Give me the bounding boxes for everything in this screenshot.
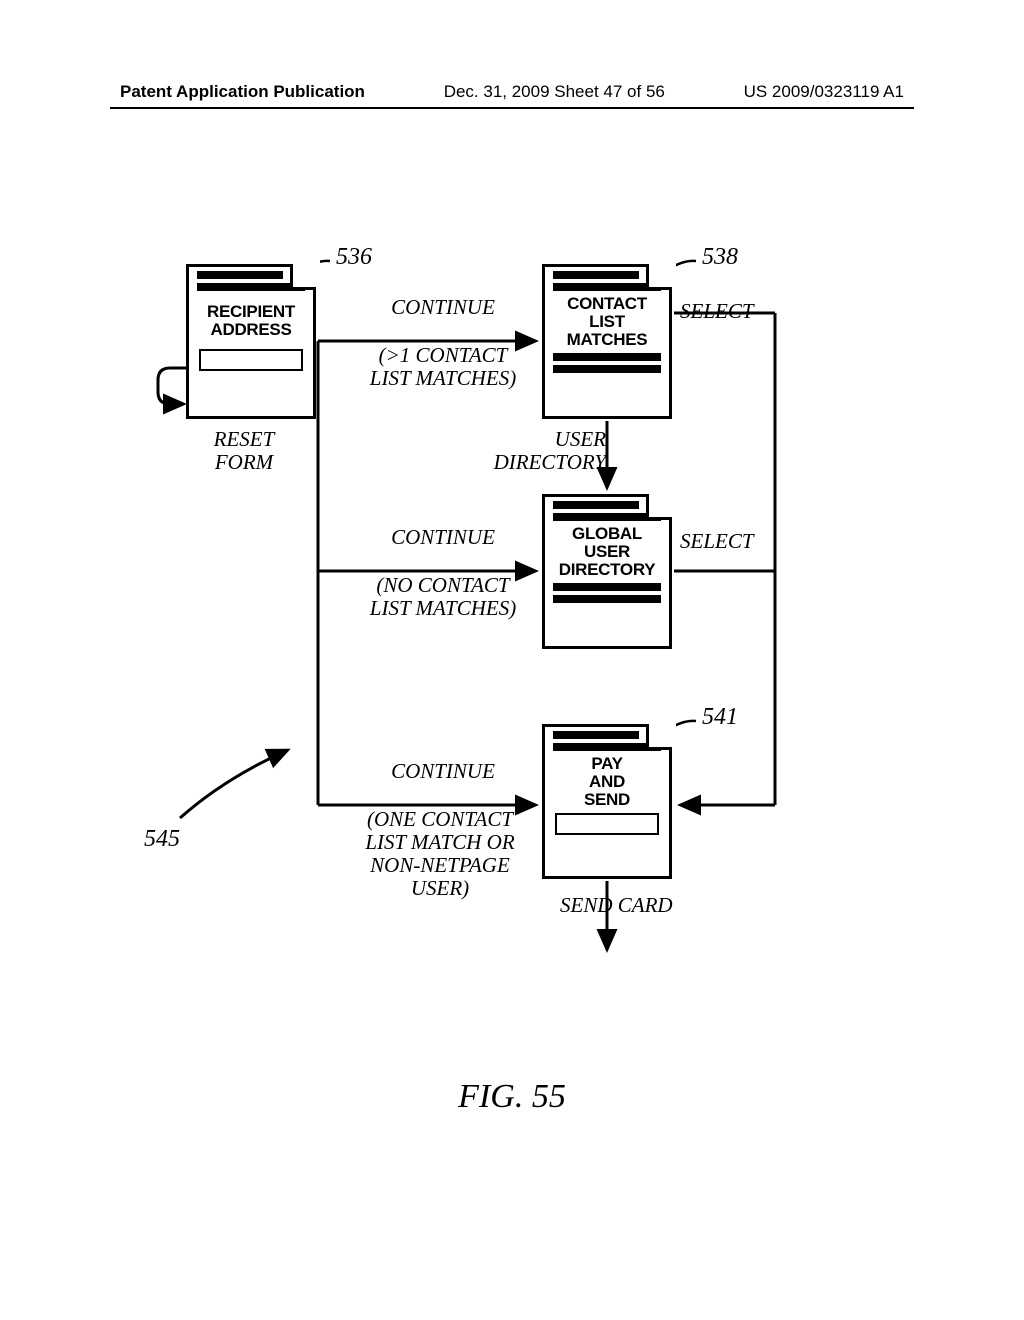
ref-541: 541	[702, 704, 738, 731]
node-pay-send: PAY AND SEND	[542, 724, 672, 879]
edge-continue-1: CONTINUE	[358, 296, 528, 319]
label-contact: CONTACT LIST MATCHES	[549, 295, 665, 349]
edge-send-card: SEND CARD	[560, 894, 730, 917]
header-rule	[110, 107, 914, 109]
page-header: Patent Application Publication Dec. 31, …	[0, 82, 1024, 102]
label-recipient: RECIPIENT ADDRESS	[193, 303, 309, 339]
ref-536: 536	[336, 244, 372, 271]
ref-545: 545	[144, 826, 180, 853]
ref-538: 538	[702, 244, 738, 271]
node-contact-list: CONTACT LIST MATCHES	[542, 264, 672, 419]
edge-select-1: SELECT	[680, 300, 780, 323]
edge-continue-3: CONTINUE	[358, 760, 528, 783]
node-recipient-address: RECIPIENT ADDRESS	[186, 264, 316, 419]
edge-sub-1: (>1 CONTACT LIST MATCHES)	[350, 344, 536, 390]
label-global: GLOBAL USER DIRECTORY	[549, 525, 665, 579]
edge-sub-2: (NO CONTACT LIST MATCHES)	[350, 574, 536, 620]
edge-reset-form: RESET FORM	[194, 428, 294, 474]
header-left: Patent Application Publication	[120, 82, 365, 102]
edge-continue-2: CONTINUE	[358, 526, 528, 549]
edge-select-2: SELECT	[680, 530, 780, 553]
figure-label: FIG. 55	[0, 1078, 1024, 1116]
node-global-dir: GLOBAL USER DIRECTORY	[542, 494, 672, 649]
edge-sub-3: (ONE CONTACT LIST MATCH OR NON-NETPAGE U…	[340, 808, 540, 900]
header-center: Dec. 31, 2009 Sheet 47 of 56	[444, 82, 665, 102]
header-right: US 2009/0323119 A1	[744, 82, 904, 102]
label-pay: PAY AND SEND	[549, 755, 665, 809]
edge-user-directory: USER DIRECTORY	[456, 428, 606, 474]
flow-diagram: RECIPIENT ADDRESS CONTACT LIST MATCHES G…	[0, 250, 1024, 1030]
